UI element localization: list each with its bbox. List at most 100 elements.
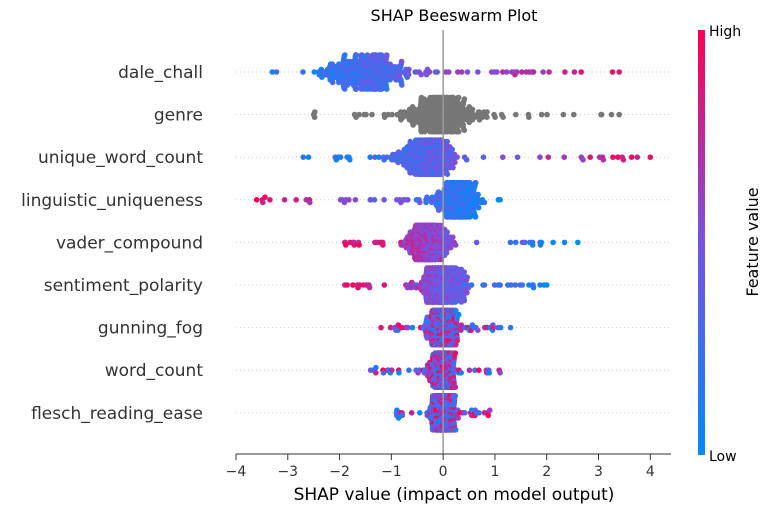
data-point — [452, 242, 459, 248]
data-point — [452, 350, 459, 357]
data-point — [376, 154, 382, 160]
data-point — [458, 69, 465, 75]
data-point — [529, 242, 536, 248]
data-point — [452, 384, 459, 391]
data-point — [647, 154, 654, 160]
data-point — [508, 282, 514, 288]
data-point — [634, 154, 641, 160]
data-point — [561, 239, 568, 246]
data-point — [461, 127, 468, 133]
data-point — [366, 284, 373, 291]
feature-label: sentiment_polarity — [44, 276, 203, 296]
data-point — [399, 412, 406, 419]
data-point — [578, 69, 584, 75]
data-point — [405, 197, 411, 203]
data-point — [444, 138, 451, 145]
data-point — [383, 86, 390, 92]
data-point — [404, 324, 411, 331]
data-point — [545, 154, 552, 160]
data-point — [580, 157, 586, 163]
data-point — [396, 370, 402, 376]
data-point — [350, 282, 356, 288]
data-point — [476, 367, 482, 374]
data-point — [513, 111, 519, 118]
data-point — [409, 324, 416, 331]
data-point — [406, 66, 412, 73]
data-point — [450, 164, 456, 171]
data-point — [384, 154, 390, 160]
data-point — [454, 337, 461, 344]
chart-title: SHAP Beeswarm Plot — [371, 6, 538, 25]
data-point — [405, 71, 412, 78]
data-point — [281, 197, 288, 203]
data-point — [620, 157, 627, 163]
data-point — [472, 214, 479, 220]
data-point — [497, 370, 503, 376]
data-point — [476, 410, 482, 416]
data-point — [587, 154, 593, 160]
data-point — [300, 69, 306, 75]
data-point — [458, 327, 464, 334]
data-point — [356, 111, 363, 118]
data-point — [436, 207, 442, 213]
data-point — [484, 109, 490, 115]
x-axis-ticks: −4 −3 −2 −1 0 1 2 3 4 — [226, 454, 655, 480]
x-tick-label: −1 — [381, 464, 402, 480]
data-point — [522, 239, 528, 246]
data-point — [373, 370, 379, 376]
data-point — [480, 154, 487, 160]
data-point — [526, 114, 532, 120]
data-point — [468, 282, 475, 288]
data-point — [455, 311, 462, 318]
data-point — [398, 58, 405, 65]
data-point — [538, 239, 545, 246]
data-point — [487, 407, 493, 414]
data-point — [481, 282, 488, 288]
data-point — [444, 171, 451, 177]
data-point — [383, 52, 390, 58]
data-point — [616, 69, 622, 75]
data-point — [262, 194, 268, 200]
data-point — [616, 111, 622, 118]
x-tick-label: 3 — [594, 464, 603, 480]
data-point — [399, 324, 405, 331]
data-point — [512, 239, 519, 246]
data-point — [307, 199, 313, 206]
x-tick-label: 2 — [542, 464, 551, 480]
data-point — [485, 412, 492, 419]
data-point — [466, 367, 473, 374]
data-point — [472, 180, 479, 186]
data-point — [561, 154, 567, 160]
data-point — [513, 69, 520, 75]
feature-label: unique_word_count — [38, 148, 203, 168]
data-point — [492, 114, 498, 120]
data-point — [455, 69, 461, 75]
data-point — [537, 282, 543, 288]
x-tick-label: −2 — [329, 464, 350, 480]
data-point — [344, 282, 350, 288]
data-point — [387, 324, 394, 331]
colorbar — [698, 30, 705, 455]
data-point — [329, 79, 336, 86]
data-point — [448, 244, 454, 251]
data-point — [610, 154, 616, 160]
data-point — [560, 111, 567, 118]
data-point — [461, 96, 468, 102]
data-point — [454, 154, 460, 160]
data-point — [443, 250, 450, 256]
data-point — [458, 370, 465, 376]
colorbar-high-label: High — [709, 24, 741, 40]
data-point — [267, 197, 273, 203]
colorbar-title: Feature value — [743, 187, 762, 296]
data-point — [337, 154, 344, 160]
data-point — [381, 197, 387, 203]
data-point — [341, 86, 348, 92]
data-point — [543, 282, 550, 288]
x-tick-label: −4 — [226, 464, 247, 480]
feature-label: linguistic_uniqueness — [21, 191, 203, 211]
data-point — [486, 370, 493, 376]
data-point — [497, 324, 504, 331]
data-point — [500, 114, 506, 120]
data-point — [462, 410, 468, 416]
data-point — [507, 324, 514, 331]
